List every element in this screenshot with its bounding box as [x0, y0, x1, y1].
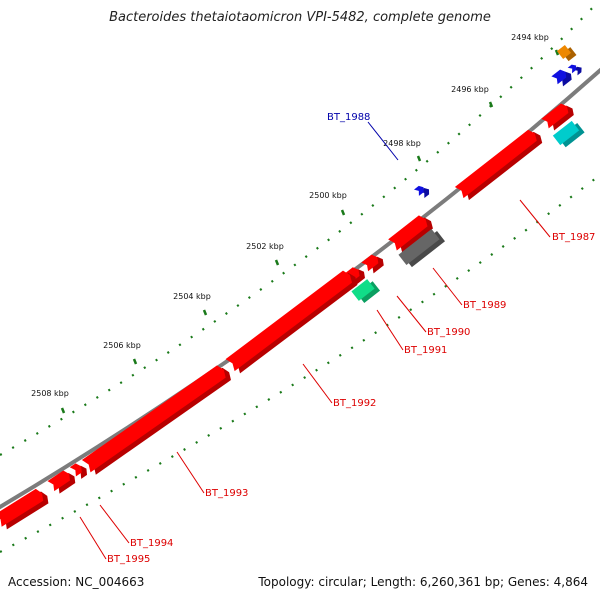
gene-label[interactable]: BT_1994	[130, 538, 173, 549]
gene-feature-orange[interactable]	[556, 43, 577, 63]
scale-tick-mark	[416, 155, 422, 162]
gene-leader-line	[79, 516, 107, 560]
gene-feature-gray[interactable]	[398, 227, 445, 269]
gene-feature-bt1988[interactable]	[413, 182, 431, 200]
scale-tick-label: 2502 kbp	[246, 242, 284, 251]
gene-leader-line	[99, 504, 130, 544]
gene-leader-line	[176, 451, 205, 494]
gene-feature-bt1992[interactable]	[225, 267, 360, 375]
gene-leader-line	[396, 295, 427, 333]
gene-label[interactable]: BT_1992	[333, 398, 376, 409]
gene-feature-bt1987[interactable]	[454, 126, 545, 202]
genome-stats-text: Topology: circular; Length: 6,260,361 bp…	[258, 575, 588, 589]
scale-tick-mark	[274, 259, 280, 266]
gene-leader-line	[367, 121, 399, 161]
gene-label[interactable]: BT_1988	[327, 112, 370, 123]
scale-tick-label: 2494 kbp	[511, 33, 549, 42]
scale-tick-label: 2504 kbp	[173, 292, 211, 301]
scale-tick-mark	[202, 309, 208, 316]
outer-dotted-ring	[0, 0, 600, 456]
gene-feature-blue[interactable]	[551, 66, 574, 88]
gene-feature-bt1994[interactable]	[69, 460, 90, 481]
scale-tick-mark	[488, 101, 494, 108]
gene-label[interactable]: BT_1993	[205, 488, 248, 499]
accession-text: Accession: NC_004663	[8, 575, 145, 589]
gene-feature-bt1994[interactable]	[47, 467, 78, 495]
gene-feature-blue[interactable]	[567, 61, 584, 77]
scale-tick-mark	[554, 49, 560, 56]
scale-tick-label: 2496 kbp	[451, 85, 489, 94]
gene-leader-line	[432, 267, 463, 306]
inner-dotted-ring	[0, 174, 600, 553]
gene-label[interactable]: BT_1990	[427, 327, 470, 338]
gene-label[interactable]: BT_1995	[107, 554, 150, 565]
gene-feature-bt1989[interactable]	[388, 212, 435, 255]
gene-leader-line	[376, 309, 404, 351]
gene-feature-bt1990[interactable]	[361, 251, 386, 275]
scale-tick-label: 2500 kbp	[309, 191, 347, 200]
gene-leader-line	[519, 199, 551, 238]
scale-tick-label: 2498 kbp	[383, 139, 421, 148]
gene-label[interactable]: BT_1987	[552, 232, 595, 243]
gene-feature-bt1991[interactable]	[351, 277, 381, 305]
scale-tick-mark	[60, 407, 66, 414]
gene-feature-bt1995[interactable]	[0, 486, 51, 531]
gene-leader-line	[302, 363, 333, 404]
scale-tick-mark	[132, 358, 138, 365]
gene-label[interactable]: BT_1991	[404, 345, 447, 356]
genome-title: Bacteroides thetaiotaomicron VPI-5482, c…	[109, 10, 491, 25]
gene-feature-bt1987-upper[interactable]	[541, 100, 576, 132]
scale-tick-mark	[340, 209, 346, 216]
scale-tick-label: 2508 kbp	[31, 389, 69, 398]
scale-tick-label: 2506 kbp	[103, 341, 141, 350]
gene-feature-cyan[interactable]	[552, 119, 585, 149]
genome-backbone	[0, 67, 600, 510]
gene-label[interactable]: BT_1989	[463, 300, 506, 311]
gene-feature-bt1993[interactable]	[81, 362, 234, 476]
